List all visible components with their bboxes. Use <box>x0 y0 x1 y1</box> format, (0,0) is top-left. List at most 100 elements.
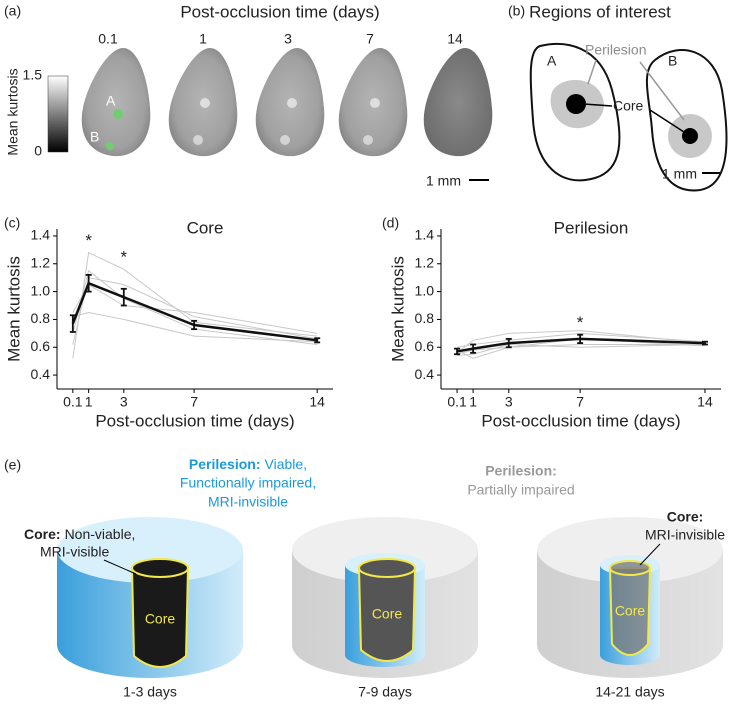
roi-label: B <box>90 129 99 145</box>
error-bar <box>120 287 127 307</box>
y-tick-label: 0.4 <box>31 366 51 382</box>
cylinder-top <box>292 517 478 583</box>
perilesion-note: Partially impaired <box>467 482 574 498</box>
panel-title: Post-occlusion time (days) <box>180 2 379 21</box>
note-heading: Core: <box>24 526 61 542</box>
time-label: 14 <box>447 31 463 47</box>
core-top <box>131 558 189 578</box>
y-tick-label: 0.6 <box>415 338 435 354</box>
error-bar <box>505 338 512 349</box>
significance-marker: * <box>120 248 127 267</box>
y-tick-label: 1.0 <box>415 282 435 298</box>
panel-title: Regions of interest <box>529 2 671 21</box>
subject-line <box>72 251 318 359</box>
note-line: Non-viable, <box>65 526 136 542</box>
mri-images <box>81 48 493 157</box>
bright-spot <box>287 98 297 108</box>
roi-marker <box>113 109 123 119</box>
leader-line <box>649 109 685 133</box>
leader-line <box>103 559 137 575</box>
core-region <box>682 128 698 144</box>
error-bar <box>85 274 92 293</box>
error-bar <box>314 337 321 344</box>
panel-label: (e) <box>4 457 21 473</box>
core-note: MRI-visible <box>40 544 109 560</box>
time-caption: 1-3 days <box>123 684 177 700</box>
note-line: Viable, <box>265 456 308 472</box>
x-tick-label: 7 <box>576 394 584 410</box>
region-outline <box>529 42 621 182</box>
core-cylinder-label: Core <box>372 606 403 622</box>
time-label: 7 <box>366 31 374 47</box>
perilesion-label: Perilesion <box>585 42 646 58</box>
error-bar <box>577 333 584 344</box>
bright-spot <box>363 135 373 145</box>
subject-line <box>72 311 318 343</box>
core-cup <box>130 567 190 668</box>
core-note: MRI-invisible <box>645 527 725 543</box>
x-tick-label: 14 <box>309 394 325 410</box>
cylinder-top <box>537 517 723 583</box>
y-axis-label: Mean kurtosis <box>4 256 23 362</box>
core-cylinder-label: Core <box>615 603 646 619</box>
cylinders: Core Core Core <box>57 517 723 678</box>
core-top <box>609 560 651 576</box>
mri-slice <box>81 48 151 157</box>
y-tick-label: 0.8 <box>415 310 435 326</box>
cylinder-top <box>57 517 243 583</box>
x-tick-label: 1 <box>85 394 93 410</box>
time-label: 3 <box>284 31 292 47</box>
x-tick-label: 3 <box>120 394 128 410</box>
significance-marker: * <box>85 231 92 250</box>
y-tick-label: 1.4 <box>31 227 51 243</box>
x-tick-label: 14 <box>697 394 713 410</box>
y-tick-label: 0.8 <box>31 310 51 326</box>
x-tick-label: 0.1 <box>447 394 467 410</box>
scale-bar-label: 1 mm <box>426 173 461 189</box>
time-label: 1 <box>199 31 207 47</box>
leader-line <box>587 59 597 85</box>
charts: 0.40.60.81.01.21.40.1 1 3 7 14CorePost-occlu… <box>4 218 721 430</box>
x-tick-label: 3 <box>505 394 513 410</box>
error-bar <box>470 343 477 354</box>
perilesion-note: MRI-invisible <box>208 494 288 510</box>
perilesion-note: Perilesion: Viable, <box>189 456 307 472</box>
scale-bar-label: 1 mm <box>662 166 697 182</box>
y-tick-label: 1.0 <box>31 282 51 298</box>
roi-marker <box>106 142 114 150</box>
core-cylinder-label: Core <box>145 611 176 627</box>
time-label: 0.1 <box>98 31 118 47</box>
y-tick-label: 1.2 <box>31 254 51 270</box>
error-bar <box>191 319 198 331</box>
y-tick-label: 1.2 <box>415 254 435 270</box>
x-axis-label: Post-occlusion time (days) <box>481 411 680 430</box>
panel-label: (a) <box>4 3 21 19</box>
core-note: Core: <box>667 509 704 525</box>
bright-spot <box>200 98 210 108</box>
core-cup <box>357 567 417 662</box>
core-note: Core: Non-viable, <box>24 526 135 542</box>
core-cup <box>608 567 652 656</box>
error-bar <box>701 340 708 346</box>
chart-title: Perilesion <box>554 218 629 237</box>
core-top <box>358 558 416 578</box>
core-label: Core <box>613 98 644 114</box>
roi-label: A <box>106 93 116 109</box>
significance-marker: * <box>577 313 584 332</box>
colorbar-tick: 1.5 <box>23 67 43 83</box>
leader-line <box>583 103 613 107</box>
x-tick-label: 7 <box>190 394 198 410</box>
perilesion-note: Perilesion: <box>485 463 557 479</box>
x-tick-label: 0.1 <box>63 394 83 410</box>
time-caption: 14-21 days <box>595 684 664 700</box>
y-tick-label: 0.4 <box>415 366 435 382</box>
perilesion-note: Functionally impaired, <box>180 475 316 491</box>
x-axis-label: Post-occlusion time (days) <box>95 411 294 430</box>
subject-line <box>456 330 705 354</box>
panel-label: (b) <box>508 3 525 19</box>
panel-label: (d) <box>382 215 399 231</box>
y-tick-label: 1.4 <box>415 227 435 243</box>
region-label: A <box>547 53 557 69</box>
